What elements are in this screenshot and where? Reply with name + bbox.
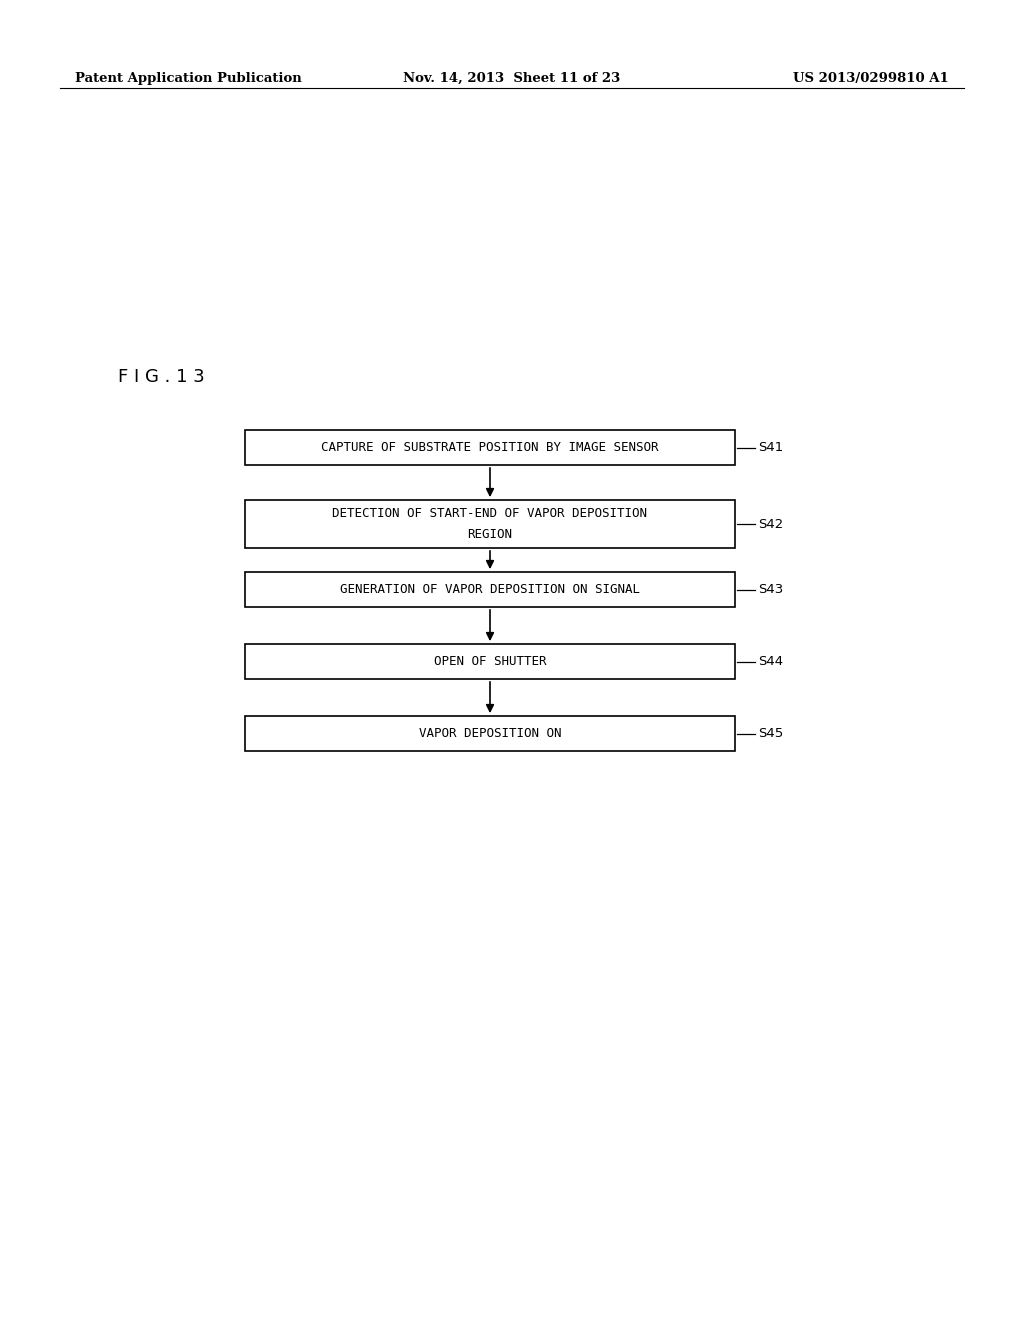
Text: S41: S41: [758, 441, 783, 454]
Text: GENERATION OF VAPOR DEPOSITION ON SIGNAL: GENERATION OF VAPOR DEPOSITION ON SIGNAL: [340, 583, 640, 597]
Text: S44: S44: [758, 655, 783, 668]
Text: REGION: REGION: [468, 528, 512, 541]
Text: S43: S43: [758, 583, 783, 597]
Bar: [245, 500, 735, 548]
Text: Nov. 14, 2013  Sheet 11 of 23: Nov. 14, 2013 Sheet 11 of 23: [403, 73, 621, 84]
Text: Patent Application Publication: Patent Application Publication: [75, 73, 302, 84]
Text: VAPOR DEPOSITION ON: VAPOR DEPOSITION ON: [419, 727, 561, 741]
Text: F I G . 1 3: F I G . 1 3: [118, 368, 205, 385]
Bar: [245, 715, 735, 751]
Bar: [245, 572, 735, 607]
Text: US 2013/0299810 A1: US 2013/0299810 A1: [794, 73, 949, 84]
Text: DETECTION OF START-END OF VAPOR DEPOSITION: DETECTION OF START-END OF VAPOR DEPOSITI…: [333, 507, 647, 520]
Text: S42: S42: [758, 517, 783, 531]
Text: CAPTURE OF SUBSTRATE POSITION BY IMAGE SENSOR: CAPTURE OF SUBSTRATE POSITION BY IMAGE S…: [322, 441, 658, 454]
Bar: [245, 644, 735, 678]
Text: OPEN OF SHUTTER: OPEN OF SHUTTER: [434, 655, 546, 668]
Bar: [245, 430, 735, 465]
Text: S45: S45: [758, 727, 783, 741]
